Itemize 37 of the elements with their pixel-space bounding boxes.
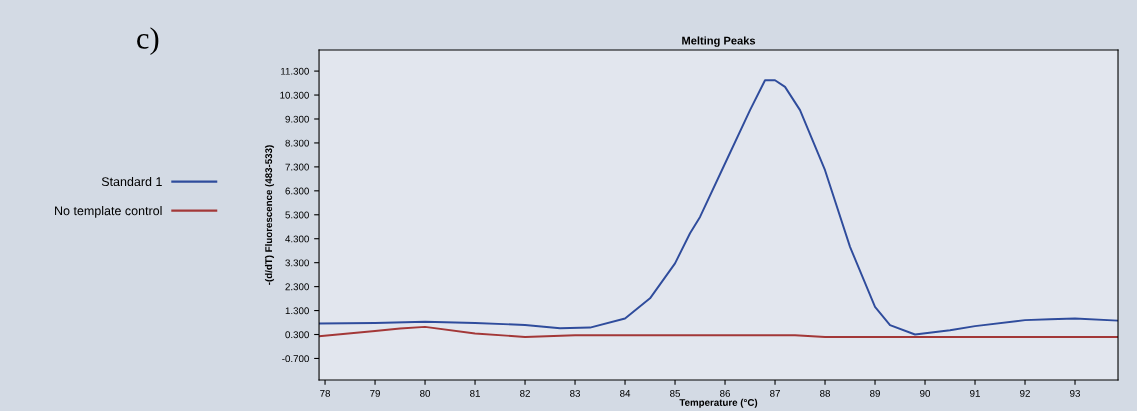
- x-tick-label: 88: [820, 389, 831, 397]
- y-tick-label: 3.300: [285, 259, 309, 267]
- x-tick-label: 86: [720, 389, 731, 397]
- x-tick-label: 83: [570, 389, 581, 397]
- x-tick-label: 78: [320, 389, 331, 397]
- y-tick-label: 8.300: [285, 139, 309, 147]
- y-tick-label: 4.300: [285, 235, 309, 243]
- x-tick-label: 79: [370, 389, 380, 397]
- line-series: [319, 325, 1119, 338]
- legend-label: Standard 1: [101, 176, 162, 187]
- y-tick-label: 10.300: [280, 91, 309, 99]
- x-tick-label: 91: [970, 389, 980, 397]
- y-tick-label: -0.700: [282, 355, 309, 363]
- x-tick-label: 80: [420, 389, 431, 397]
- x-tick-label: 87: [770, 389, 780, 397]
- x-tick-label: 84: [620, 389, 631, 397]
- chart-title: Melting Peaks: [682, 36, 756, 47]
- y-tick-label: 0.300: [285, 331, 309, 339]
- y-tick-label: 6.300: [285, 187, 309, 195]
- y-tick-label: 9.300: [285, 115, 309, 123]
- x-axis-title: Temperature (°C): [679, 398, 758, 408]
- y-tick-label: 1.300: [285, 307, 309, 315]
- x-tick-label: 93: [1070, 389, 1080, 397]
- x-tick-label: 92: [1020, 389, 1030, 397]
- y-tick-label: 11.300: [281, 67, 309, 75]
- y-axis-title: -(d/dT) Fluorescence (483-533): [264, 145, 275, 285]
- line-series: [319, 79, 1119, 336]
- x-tick-label: 82: [520, 389, 530, 397]
- y-tick-label: 7.300: [285, 163, 309, 171]
- x-tick-label: 89: [870, 389, 880, 397]
- y-tick-label: 2.300: [285, 283, 309, 291]
- x-tick-label: 85: [670, 389, 681, 397]
- legend-label: No template control: [55, 206, 162, 218]
- y-tick-label: 5.300: [285, 211, 309, 219]
- x-tick-label: 81: [470, 389, 480, 397]
- x-tick-label: 90: [920, 389, 931, 397]
- text: c): [137, 27, 159, 55]
